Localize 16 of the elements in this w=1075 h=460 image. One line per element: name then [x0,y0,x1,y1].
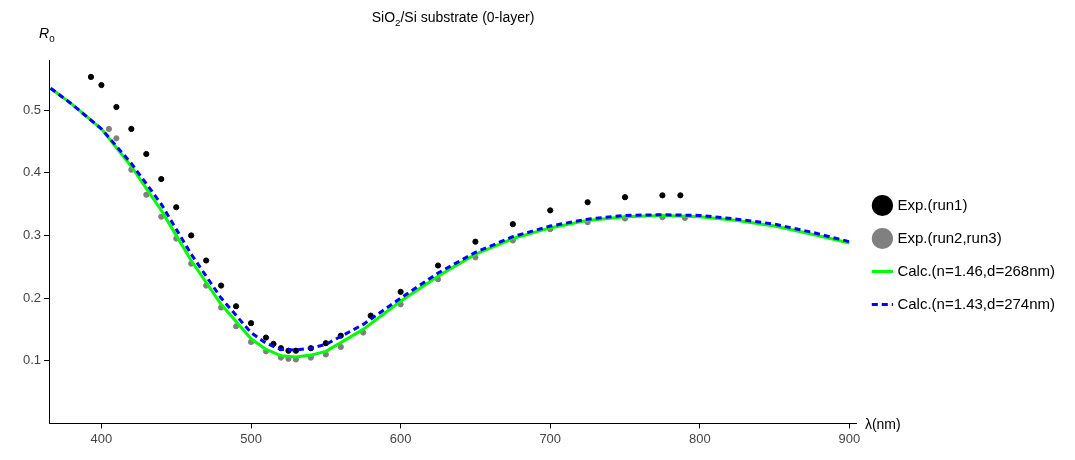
x-tick-label: 600 [389,430,412,446]
x-tick-label: 400 [90,430,113,446]
y-tick-label: 0.1 [22,352,42,368]
y-tick-label: 0.5 [22,101,42,117]
legend-label: Exp.(run1) [897,195,968,213]
x-tick-label: 500 [240,430,262,446]
legend-label: Calc.(n=1.43,d=274nm) [897,294,1056,312]
x-axis-title: λ(nm) [864,416,901,433]
x-tick-label: 800 [688,430,711,446]
legend-label: Exp.(run2,run3) [897,228,1002,246]
y-tick-label: 0.2 [22,289,42,305]
x-tick-label: 900 [838,430,861,446]
y-tick-label: 0.4 [22,164,42,180]
y-tick-label: 0.3 [22,227,42,243]
legend-label: Calc.(n=1.46,d=268nm) [897,261,1056,279]
x-tick-label: 700 [539,430,562,446]
